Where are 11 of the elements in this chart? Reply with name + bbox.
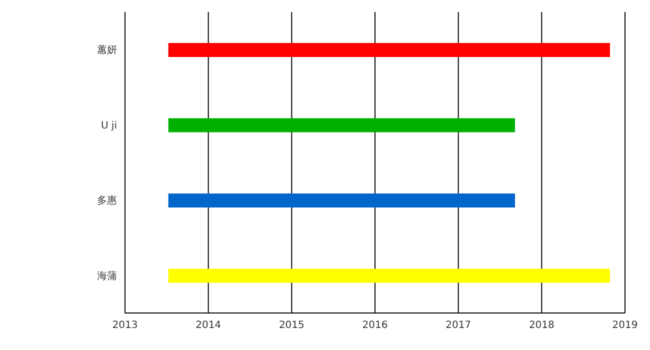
x-tick-label: 2013	[112, 320, 138, 332]
y-tick-label: 海蒲	[97, 270, 117, 282]
x-tick-label: 2016	[362, 320, 388, 332]
x-tick-label: 2019	[612, 320, 638, 332]
y-tick-label: 蕙妍	[97, 44, 117, 56]
x-tick-label: 2014	[196, 320, 222, 332]
x-tick-label: 2017	[446, 320, 472, 332]
y-tick-label: 多惠	[97, 194, 117, 207]
x-tick-label: 2018	[528, 320, 554, 332]
x-tick-label: 2015	[278, 320, 304, 332]
y-tick-label: U ji	[100, 120, 117, 132]
